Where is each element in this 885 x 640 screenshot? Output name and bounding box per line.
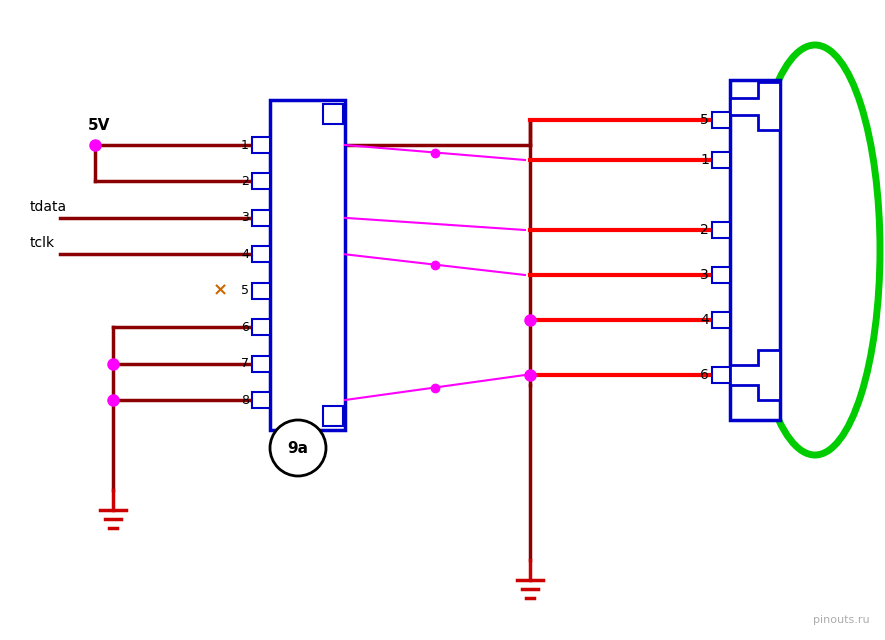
Bar: [252, 356, 270, 372]
Bar: [712, 312, 730, 328]
Text: 5: 5: [700, 113, 709, 127]
Bar: [252, 283, 270, 299]
Bar: [730, 80, 780, 420]
Text: tdata: tdata: [30, 200, 67, 214]
Text: 2: 2: [241, 175, 249, 188]
Bar: [252, 319, 270, 335]
Polygon shape: [730, 82, 780, 130]
Bar: [252, 210, 270, 226]
Text: tclk: tclk: [30, 236, 55, 250]
Bar: [270, 100, 345, 430]
Text: 1: 1: [700, 153, 709, 167]
Bar: [252, 246, 270, 262]
Text: pinouts.ru: pinouts.ru: [813, 615, 870, 625]
Text: 3: 3: [241, 211, 249, 225]
Circle shape: [270, 420, 326, 476]
Bar: [323, 104, 343, 124]
Text: 1: 1: [241, 138, 249, 152]
Text: 3: 3: [700, 268, 709, 282]
Text: ×: ×: [212, 282, 227, 300]
Bar: [252, 137, 270, 153]
Text: 5V: 5V: [88, 118, 111, 133]
Text: 2: 2: [700, 223, 709, 237]
Text: 6: 6: [700, 368, 709, 382]
Text: 4: 4: [700, 313, 709, 327]
Bar: [252, 392, 270, 408]
Polygon shape: [730, 350, 780, 400]
Bar: [712, 222, 730, 238]
Bar: [712, 112, 730, 128]
Text: 4: 4: [241, 248, 249, 260]
Text: 8: 8: [241, 394, 249, 406]
Bar: [712, 152, 730, 168]
Text: 7: 7: [241, 357, 249, 370]
Bar: [712, 267, 730, 283]
Text: 6: 6: [241, 321, 249, 333]
Bar: [712, 367, 730, 383]
Bar: [323, 406, 343, 426]
Text: 9a: 9a: [288, 440, 309, 456]
Text: 5: 5: [241, 284, 249, 297]
Bar: [252, 173, 270, 189]
